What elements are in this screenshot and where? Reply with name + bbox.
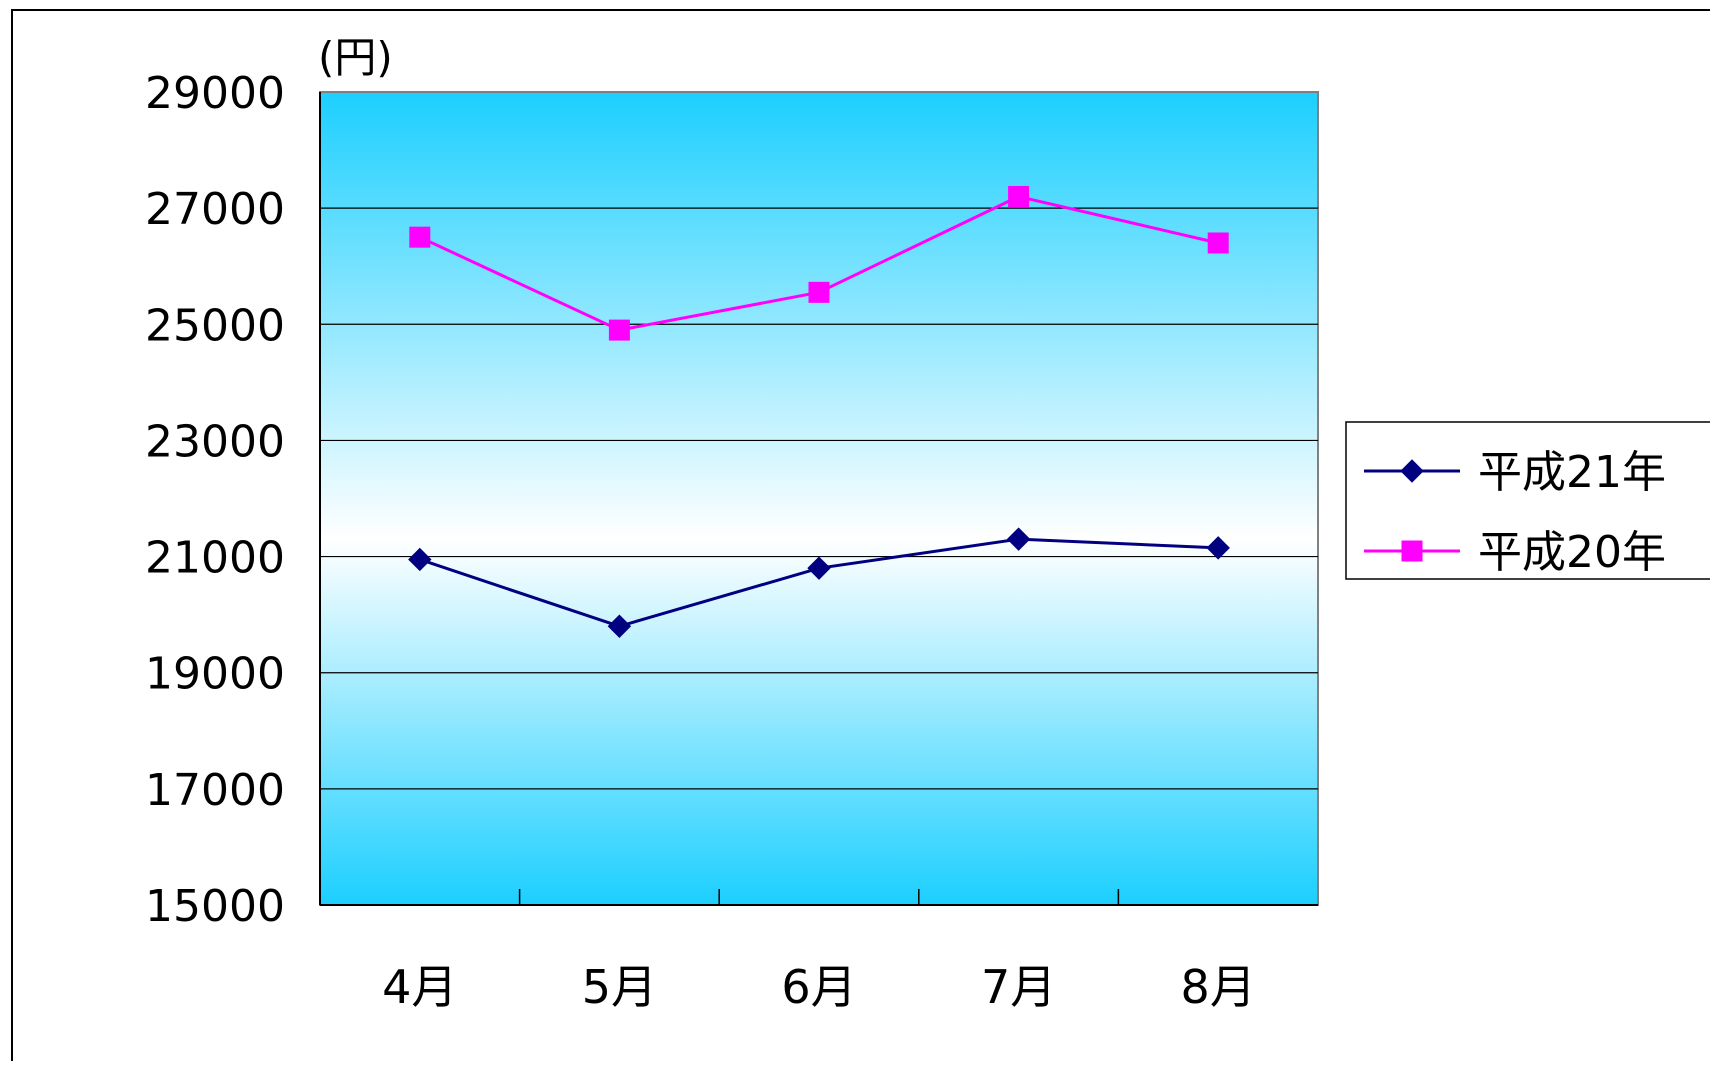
data-point-square — [1401, 540, 1423, 562]
y-tick-label: 15000 — [145, 881, 285, 932]
data-point-diamond — [607, 614, 632, 638]
series-1 — [408, 527, 1230, 638]
y-tick-label: 27000 — [145, 184, 285, 235]
y-tick-label: 17000 — [145, 765, 285, 816]
x-tick-label: 8月 — [1181, 960, 1256, 1014]
data-point-diamond — [408, 547, 432, 572]
data-point-square — [1207, 232, 1229, 254]
series-2 — [409, 186, 1229, 341]
data-point-diamond — [1400, 459, 1424, 483]
x-tick-label: 6月 — [781, 960, 856, 1014]
x-tick-label: 5月 — [582, 960, 657, 1014]
legend-entry: 平成21年 — [1364, 447, 1666, 498]
y-tick-label: 19000 — [145, 649, 285, 700]
data-point-square — [608, 319, 630, 341]
legend-label: 平成21年 — [1478, 447, 1666, 498]
legend-entry: 平成20年 — [1364, 527, 1666, 578]
data-point-diamond — [1206, 536, 1230, 560]
data-point-square — [1008, 186, 1030, 208]
data-point-square — [808, 281, 830, 303]
axes — [319, 92, 1318, 906]
x-tick-label: 4月 — [382, 960, 457, 1014]
legend-label: 平成20年 — [1478, 527, 1666, 578]
y-axis-unit-label: (円) — [318, 33, 393, 82]
y-tick-label: 29000 — [145, 68, 285, 119]
x-tick-label: 7月 — [981, 960, 1056, 1014]
data-point-diamond — [807, 556, 831, 580]
data-point-diamond — [1006, 527, 1031, 551]
series — [408, 186, 1230, 638]
y-tick-label: 23000 — [145, 416, 285, 467]
data-point-square — [409, 226, 431, 248]
plot-area — [319, 91, 1319, 906]
y-tick-label: 21000 — [145, 533, 285, 584]
y-tick-label: 25000 — [145, 300, 285, 351]
x-axis-tick-labels: 4月 5月 6月 7月 8月 — [382, 960, 1256, 1014]
y-axis-tick-labels: 15000 17000 19000 21000 23000 25000 27000 29000 — [145, 68, 285, 932]
